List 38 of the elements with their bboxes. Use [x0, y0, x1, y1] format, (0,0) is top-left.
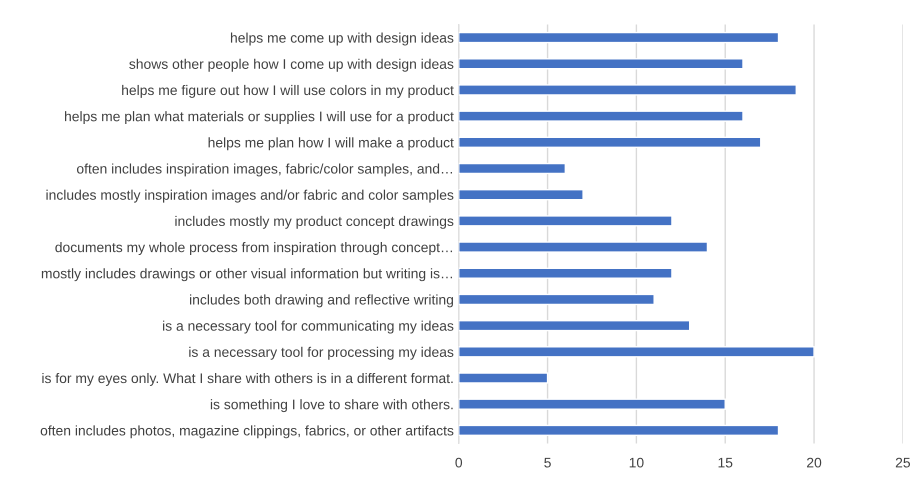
- y-tick-label: helps me plan how I will make a product: [208, 137, 454, 150]
- y-tick-label: often includes photos, magazine clippings, fabrics, or other artifacts: [40, 425, 454, 438]
- bar: [458, 32, 780, 44]
- y-tick-label: is a necessary tool for processing my ideas: [189, 346, 454, 360]
- y-tick-label: is for my eyes only. What I share with others is in a different format.: [42, 372, 453, 386]
- bar: [458, 110, 744, 122]
- x-tick-label: 5: [544, 458, 551, 468]
- bar: [458, 162, 566, 174]
- bar: [458, 372, 548, 384]
- bar: [458, 189, 584, 200]
- y-tick-label: mostly includes drawings or other visual information but writing is…: [42, 268, 452, 282]
- bar: [458, 320, 690, 332]
- bar: [458, 215, 673, 227]
- bar: [458, 58, 744, 70]
- y-tick-label: often includes inspiration images, fabric/color samples, and…: [76, 163, 452, 176]
- bar: [458, 241, 708, 253]
- bar: [458, 268, 673, 279]
- x-tick-label: 15: [718, 458, 732, 468]
- x-tick-label: 25: [896, 458, 910, 468]
- y-tick-label: helps me come up with design ideas: [230, 32, 454, 46]
- y-tick-label: includes mostly inspiration images and/or fabric and color samples: [46, 190, 454, 203]
- bar: [458, 424, 780, 436]
- x-tick-label: 0: [455, 458, 462, 468]
- y-tick-label: is something I love to share with others.: [210, 399, 453, 412]
- bar: [458, 136, 762, 148]
- y-tick-label: includes mostly my product concept drawings: [175, 216, 454, 229]
- y-tick-label: includes both drawing and reflective writing: [190, 294, 453, 308]
- y-tick-label: helps me plan what materials or supplies I will use for a product: [65, 111, 454, 124]
- bar: [458, 84, 797, 96]
- bar: [458, 398, 726, 410]
- x-tick-label: 20: [807, 458, 822, 468]
- y-tick-label: documents my whole process from inspiration through concept…: [55, 242, 452, 255]
- y-tick-label: is a necessary tool for communicating my ideas: [163, 320, 454, 334]
- x-tick-label: 10: [630, 458, 644, 468]
- y-tick-label: helps me figure out how I will use colors in my product: [122, 84, 454, 98]
- bar: [458, 346, 815, 358]
- bar: [458, 294, 655, 306]
- y-tick-label: shows other people how I come up with design ideas: [129, 58, 454, 72]
